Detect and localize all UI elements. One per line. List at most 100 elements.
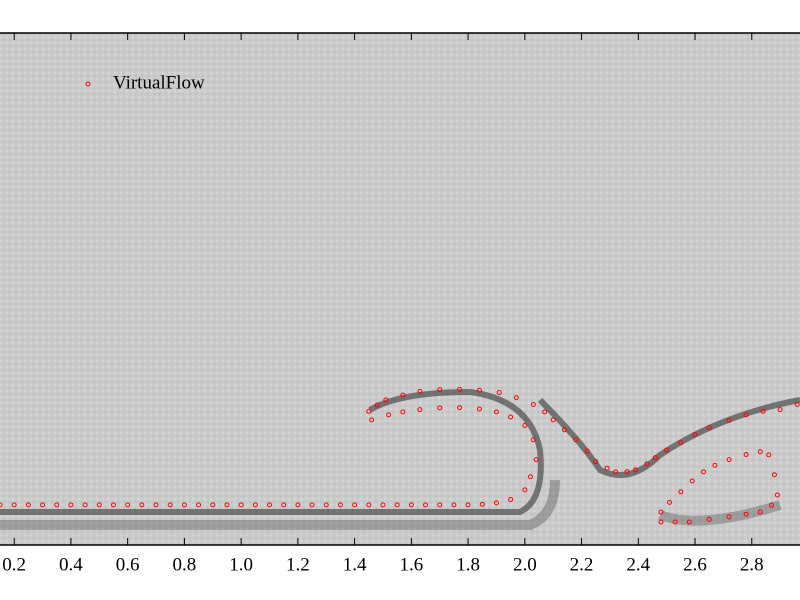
data-point: [309, 502, 315, 508]
data-point: [82, 502, 88, 508]
data-point: [774, 492, 780, 498]
interface-shade: [0, 479, 782, 530]
x-tick-label: 2.6: [683, 554, 707, 575]
data-point: [11, 502, 17, 508]
data-point: [706, 516, 712, 522]
data-point: [167, 502, 173, 508]
data-point: [295, 502, 301, 508]
data-point: [604, 465, 610, 471]
x-tick-label: 1.0: [229, 554, 253, 575]
data-point: [238, 502, 244, 508]
data-point: [369, 417, 375, 423]
data-point: [706, 425, 712, 431]
data-point: [678, 440, 684, 446]
data-point: [252, 502, 258, 508]
data-point: [667, 499, 673, 505]
x-tick-label: 0.2: [2, 554, 26, 575]
data-point: [352, 502, 358, 508]
data-point: [476, 387, 482, 393]
data-point: [110, 502, 116, 508]
data-point: [437, 502, 443, 508]
data-point: [394, 502, 400, 508]
data-point: [54, 502, 60, 508]
data-point: [457, 386, 463, 392]
data-point: [417, 407, 423, 413]
data-point: [743, 452, 749, 458]
data-point: [726, 514, 732, 520]
data-point: [573, 437, 579, 443]
x-tick-label: 1.8: [456, 554, 480, 575]
data-point: [400, 409, 406, 415]
x-tick-label: 2.4: [626, 554, 650, 575]
data-point: [383, 397, 389, 403]
data-point: [337, 502, 343, 508]
data-point: [508, 414, 514, 420]
data-point: [153, 502, 159, 508]
data-point: [760, 408, 766, 414]
data-point: [493, 500, 499, 506]
data-point: [658, 519, 664, 525]
data-point: [766, 452, 772, 458]
data-point: [210, 502, 216, 508]
data-point: [139, 502, 145, 508]
data-point: [267, 502, 273, 508]
data-point: [423, 502, 429, 508]
interface-shade: [0, 388, 800, 515]
data-point: [527, 474, 533, 480]
data-point: [726, 457, 732, 463]
data-point: [408, 502, 414, 508]
data-point: [522, 487, 528, 493]
data-point: [743, 511, 749, 517]
data-point: [366, 502, 372, 508]
data-point: [96, 502, 102, 508]
data-point: [550, 417, 556, 423]
x-tick-label: 0.8: [173, 554, 197, 575]
data-point: [68, 502, 74, 508]
data-point: [374, 402, 380, 408]
data-point: [437, 387, 443, 393]
data-point: [777, 407, 783, 413]
data-point: [476, 406, 482, 412]
data-point: [593, 459, 599, 465]
x-tick-label: 1.2: [286, 554, 310, 575]
data-point: [465, 502, 471, 508]
x-tick-label: 2.2: [570, 554, 594, 575]
data-point: [496, 390, 502, 396]
data-point: [380, 502, 386, 508]
data-point: [493, 409, 499, 415]
data-point: [530, 437, 536, 443]
data-point: [678, 489, 684, 495]
data-point: [542, 409, 548, 415]
data-point: [769, 502, 775, 508]
data-point: [196, 502, 202, 508]
data-point: [386, 412, 392, 418]
data-point: [125, 502, 131, 508]
data-point: [40, 502, 46, 508]
data-point: [743, 412, 749, 418]
data-point: [692, 432, 698, 438]
x-tick-label: 2.8: [740, 554, 764, 575]
data-point: [624, 469, 630, 475]
legend-label: VirtualFlow: [113, 72, 205, 93]
data-point: [757, 509, 763, 515]
data-point: [664, 447, 670, 453]
x-tick-label: 2.0: [513, 554, 537, 575]
data-point: [457, 405, 463, 411]
data-point: [726, 417, 732, 423]
data-point: [0, 502, 3, 508]
x-tick-label: 0.6: [116, 554, 140, 575]
flow-field: [0, 33, 800, 545]
data-point: [689, 478, 695, 484]
data-point: [366, 408, 372, 414]
x-tick-label: 0.4: [59, 554, 83, 575]
x-tick-label: 1.6: [399, 554, 423, 575]
data-point: [479, 501, 485, 507]
data-point: [632, 467, 638, 473]
data-point: [757, 449, 763, 455]
data-point: [400, 392, 406, 398]
data-point: [672, 519, 678, 525]
data-point: [613, 469, 619, 475]
data-point: [224, 502, 230, 508]
data-point: [513, 395, 519, 401]
data-point: [522, 423, 528, 429]
